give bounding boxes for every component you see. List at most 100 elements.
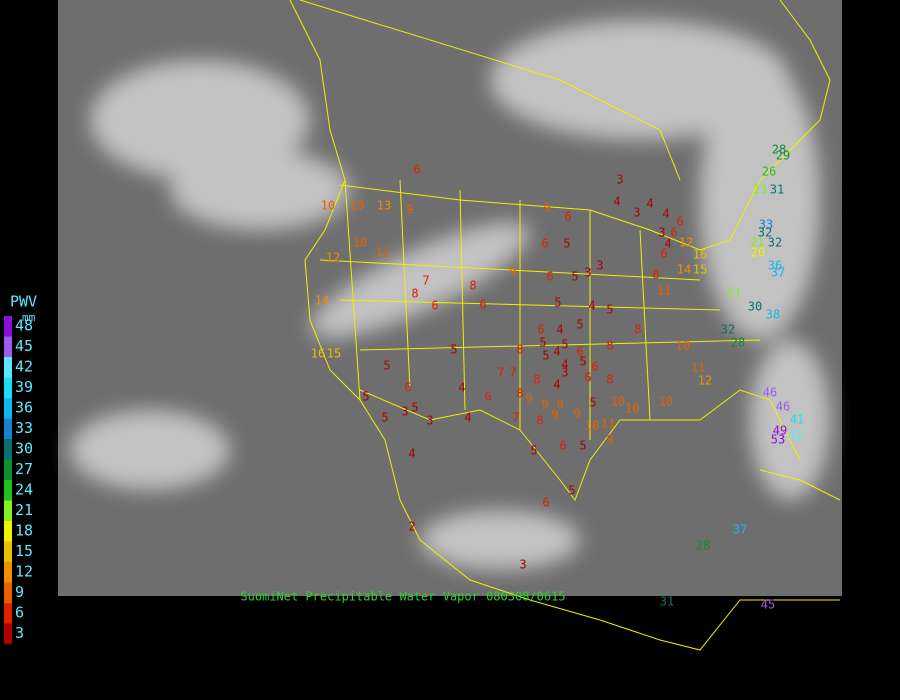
legend-label: 27 — [15, 460, 33, 478]
station-value: 11 — [376, 246, 390, 260]
station-value: 6 — [660, 247, 667, 261]
station-value: 4 — [553, 345, 560, 359]
station-value: 32 — [758, 226, 772, 240]
station-value: 32 — [721, 323, 735, 337]
legend-swatch — [4, 418, 12, 439]
legend-swatch — [4, 582, 12, 603]
station-value: 5 — [568, 484, 575, 498]
station-value: 3 — [561, 366, 568, 380]
legend-label: 36 — [15, 399, 33, 417]
station-value: 4 — [556, 323, 563, 337]
legend-label: 3 — [15, 624, 24, 642]
station-value: 37 — [733, 523, 747, 537]
station-value: 3 — [584, 266, 591, 280]
station-value: 4 — [458, 381, 465, 395]
station-value: 6 — [542, 496, 549, 510]
legend-swatch — [4, 480, 12, 501]
station-value: 5 — [542, 349, 549, 363]
station-value: 4 — [464, 411, 471, 425]
legend-swatch — [4, 603, 12, 624]
station-value: 12 — [679, 236, 693, 250]
station-value: 9 — [509, 265, 516, 279]
station-value: 53 — [771, 433, 785, 447]
station-value: 31 — [770, 183, 784, 197]
station-value: 11 — [691, 361, 705, 375]
station-value: 5 — [554, 296, 561, 310]
legend-label: 9 — [15, 583, 24, 601]
station-value: 9 — [551, 408, 558, 422]
station-value: 4 — [408, 447, 415, 461]
station-value: 15 — [693, 263, 707, 277]
station-value: 5 — [579, 355, 586, 369]
legend-swatch — [4, 459, 12, 480]
legend-swatch — [4, 562, 12, 583]
station-value: 26 — [762, 165, 776, 179]
station-value: 5 — [530, 444, 537, 458]
station-value: 6 — [564, 210, 571, 224]
legend-swatch — [4, 439, 12, 460]
legend-label: 48 — [15, 317, 33, 335]
station-value: 6 — [484, 390, 491, 404]
station-value: 7 — [509, 366, 516, 380]
station-value: 8 — [536, 414, 543, 428]
legend-unit: mm — [22, 311, 36, 324]
legend-label: 18 — [15, 522, 33, 540]
borders — [289, 0, 841, 651]
station-value: 3 — [519, 558, 526, 572]
station-value: 8 — [516, 387, 523, 401]
station-value: 6 — [559, 439, 566, 453]
station-value: 6 — [591, 360, 598, 374]
station-value: 10 — [676, 339, 690, 353]
legend-title: PWV — [10, 293, 37, 311]
station-value: 9 — [543, 201, 550, 215]
station-value: 4 — [553, 378, 560, 392]
station-value: 3 — [401, 405, 408, 419]
station-value: 6 — [479, 298, 486, 312]
station-value: 10 — [321, 199, 335, 213]
station-value: 20 — [751, 246, 765, 260]
legend-label: 42 — [15, 358, 33, 376]
legend-swatch — [4, 336, 12, 357]
station-value: 6 — [676, 215, 683, 229]
station-value: 3 — [426, 414, 433, 428]
station-value: 9 — [406, 203, 413, 217]
station-value: 5 — [381, 411, 388, 425]
station-value: 15 — [327, 347, 341, 361]
mask — [842, 0, 900, 50]
station-value: 38 — [766, 308, 780, 322]
station-value: 3 — [616, 173, 623, 187]
station-value: 5 — [411, 401, 418, 415]
station-value: 5 — [561, 338, 568, 352]
station-value: 4 — [664, 237, 671, 251]
station-value: 5 — [589, 396, 596, 410]
station-value: 36 — [768, 259, 782, 273]
station-value: 5 — [606, 303, 613, 317]
station-value: 6 — [541, 237, 548, 251]
station-value: 28 — [731, 336, 745, 350]
station-value: 5 — [576, 318, 583, 332]
legend-swatch — [4, 623, 12, 644]
station-value: 6 — [576, 345, 583, 359]
legend-label: 30 — [15, 440, 33, 458]
station-value: 7 — [422, 274, 429, 288]
station-value: 5 — [362, 390, 369, 404]
station-value: 28 — [696, 539, 710, 553]
legend-label: 39 — [15, 378, 33, 396]
station-value: 8 — [652, 268, 659, 282]
station-value: 3 — [633, 206, 640, 220]
legend-label: 45 — [15, 337, 33, 355]
station-value: 6 — [670, 226, 677, 240]
station-value: 10 — [353, 236, 367, 250]
station-value: 14 — [315, 294, 329, 308]
station-value: 5 — [579, 439, 586, 453]
station-value: 6 — [413, 163, 420, 177]
legend-label: 24 — [15, 481, 33, 499]
station-value: 8 — [469, 279, 476, 293]
legend-label: 21 — [15, 501, 33, 519]
station-value: 16 — [693, 248, 707, 262]
station-value: 46 — [776, 400, 790, 414]
legend-swatch — [4, 521, 12, 542]
station-value: 13 — [377, 199, 391, 213]
station-value: 11 — [657, 284, 671, 298]
